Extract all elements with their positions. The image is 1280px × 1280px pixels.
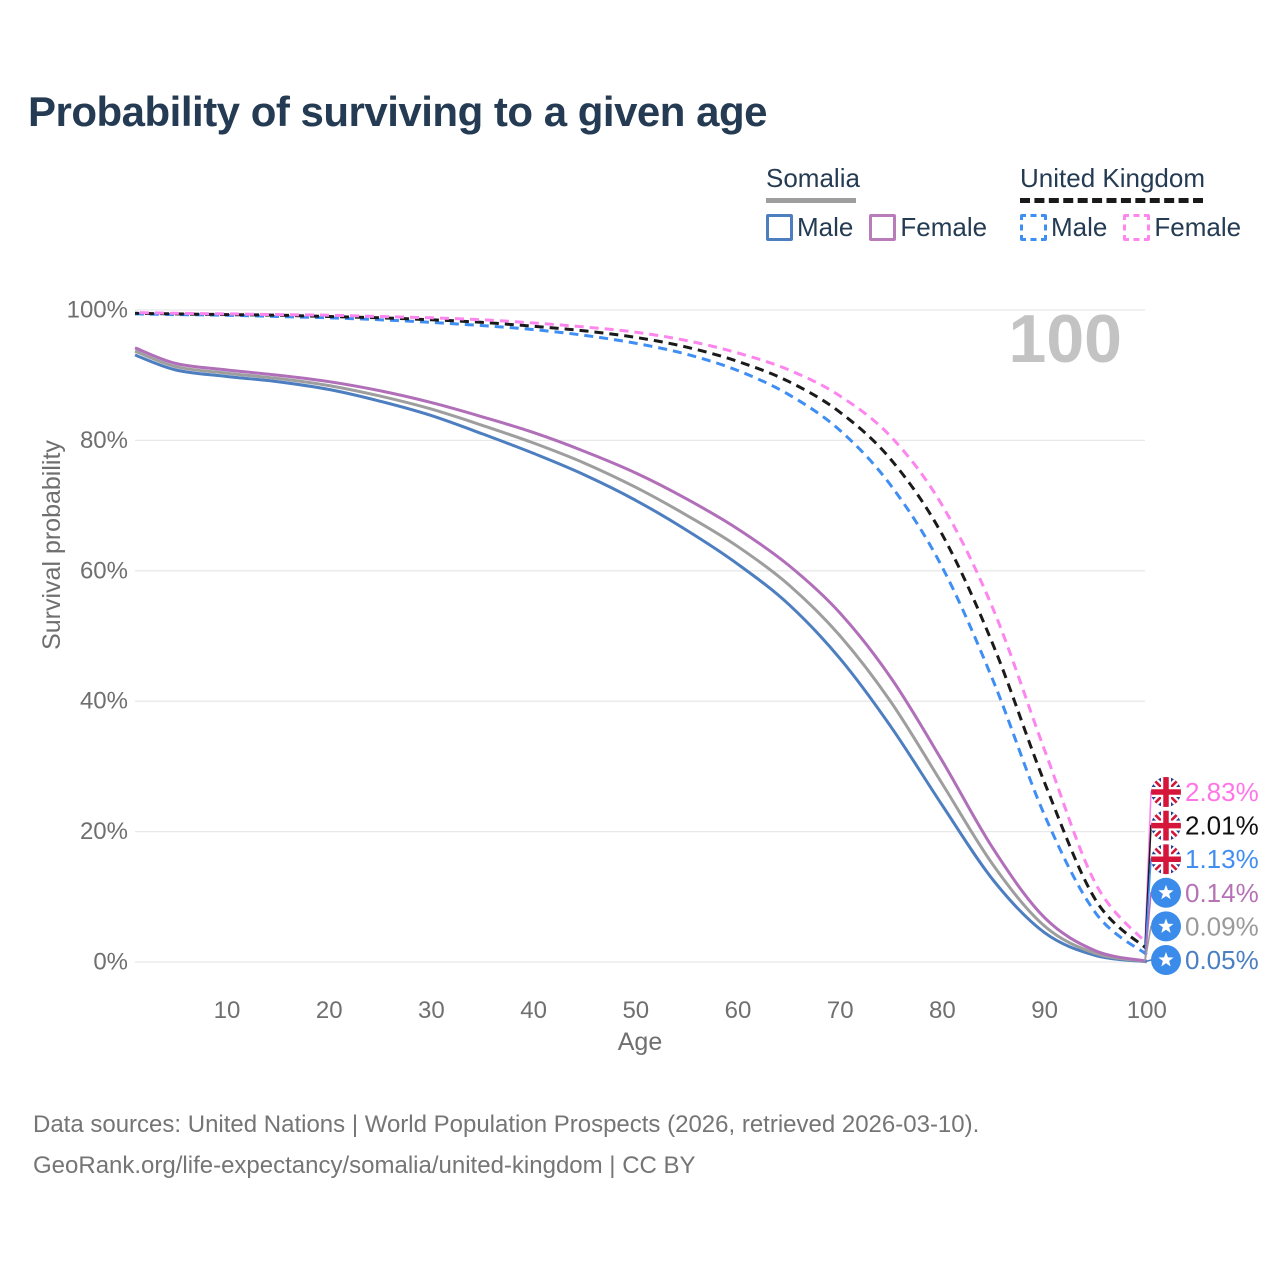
legend-item-uk-male[interactable]: Male <box>1020 212 1107 243</box>
chart-footer: Data sources: United Nations | World Pop… <box>33 1104 979 1186</box>
y-tick-label: 100% <box>67 297 128 324</box>
end-label-united-kingdom-both-sexes: 2.01% <box>1144 810 1259 949</box>
uk-flag-icon <box>1151 777 1181 807</box>
x-tick-label: 40 <box>520 997 547 1024</box>
uk-female-swatch-icon[interactable] <box>1123 214 1151 241</box>
series-line-united-kingdom-female[interactable] <box>134 311 1148 945</box>
somalia-female-label: Female <box>900 212 988 242</box>
y-tick-label: 60% <box>80 557 128 584</box>
legend-item-uk-female[interactable]: Female <box>1123 212 1241 243</box>
x-axis-title: Age <box>618 1028 662 1056</box>
footer-url-line: GeoRank.org/life-expectancy/somalia/unit… <box>33 1152 696 1179</box>
y-tick-label: 40% <box>80 688 128 715</box>
series-line-somalia-male[interactable] <box>134 353 1147 964</box>
somalia-male-label: Male <box>797 212 854 242</box>
watermark-age-100: 100 <box>1009 301 1122 377</box>
end-label-somalia-male: 0.05% <box>1144 945 1259 975</box>
somalia-flag-icon <box>1151 945 1181 975</box>
x-tick-label: 20 <box>316 997 343 1024</box>
legend-item-somalia-male[interactable]: Male <box>766 212 853 243</box>
uk-male-swatch-icon[interactable] <box>1020 214 1047 241</box>
x-tick-label: 90 <box>1031 997 1058 1024</box>
y-tick-label: 20% <box>80 818 128 845</box>
end-label-value: 1.13% <box>1185 844 1259 874</box>
legend-group-somalia: Somalia Male Female <box>766 163 987 243</box>
legend-somalia-title: Somalia <box>766 163 860 193</box>
x-tick-label: 60 <box>725 997 752 1024</box>
end-label-value: 0.05% <box>1185 945 1259 975</box>
end-label-value: 2.83% <box>1185 777 1259 807</box>
x-tick-label: 50 <box>622 997 649 1024</box>
legend-group-united-kingdom: United Kingdom Male Female <box>1020 163 1241 243</box>
page-title: Probability of surviving to a given age <box>28 88 767 135</box>
end-label-value: 2.01% <box>1185 811 1259 841</box>
end-label-united-kingdom-male: 1.13% <box>1144 844 1259 955</box>
somalia-male-swatch-icon[interactable] <box>766 214 793 241</box>
end-label-value: 0.14% <box>1185 878 1259 908</box>
end-label-united-kingdom-female: 2.83% <box>1144 777 1259 944</box>
somalia-female-swatch-icon[interactable] <box>869 214 897 241</box>
somalia-flag-icon <box>1151 877 1181 908</box>
somalia-flag-icon <box>1151 911 1181 942</box>
uk-flag-icon <box>1151 810 1181 841</box>
end-label-somalia-female: 0.14% <box>1144 877 1259 962</box>
legend-uk-title: United Kingdom <box>1020 163 1205 193</box>
x-tick-label: 80 <box>929 997 956 1024</box>
uk-male-label: Male <box>1051 212 1108 242</box>
series-line-united-kingdom-male[interactable] <box>135 312 1148 956</box>
uk-female-label: Female <box>1154 212 1242 242</box>
legend-item-somalia-female[interactable]: Female <box>869 212 987 243</box>
x-tick-label: 30 <box>418 997 445 1024</box>
y-axis-title: Survival probability <box>38 440 66 650</box>
y-tick-label: 80% <box>80 427 128 454</box>
series-line-somalia-both-sexes[interactable] <box>134 349 1148 963</box>
end-label-somalia-both-sexes: 0.09% <box>1144 911 1259 962</box>
series-line-somalia-female[interactable] <box>134 346 1148 963</box>
uk-both-line-swatch <box>1020 198 1203 203</box>
somalia-both-line-swatch <box>766 198 856 203</box>
y-tick-label: 0% <box>93 949 128 976</box>
end-label-value: 0.09% <box>1185 911 1259 941</box>
x-tick-label: 10 <box>214 997 241 1024</box>
x-tick-label: 100 <box>1127 997 1167 1024</box>
uk-flag-icon <box>1151 844 1181 875</box>
x-tick-label: 70 <box>827 997 854 1024</box>
footer-source-line: Data sources: United Nations | World Pop… <box>33 1111 980 1138</box>
